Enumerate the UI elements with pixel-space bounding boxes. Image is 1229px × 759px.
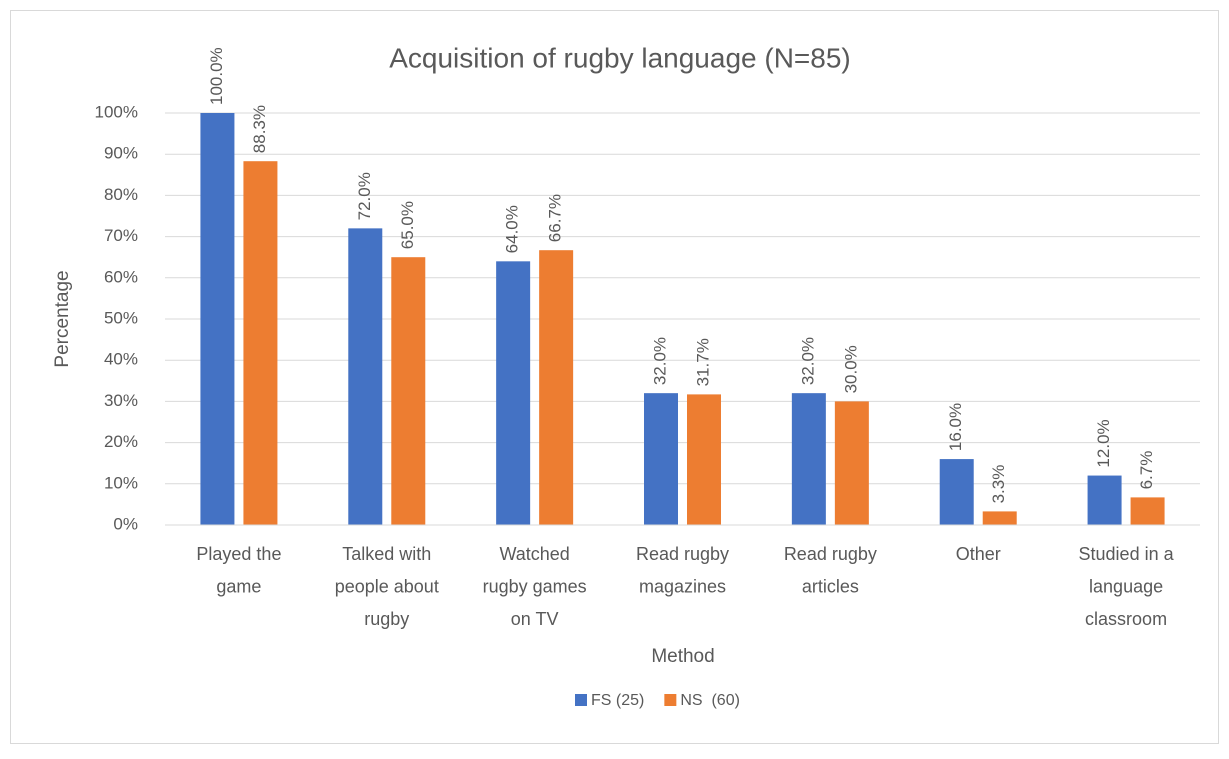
bar — [539, 250, 574, 526]
legend-swatch — [575, 694, 587, 706]
bar — [1087, 475, 1122, 525]
legend-label: NS (60) — [680, 692, 740, 709]
y-tick-label: 70% — [104, 226, 138, 245]
y-tick-label: 30% — [104, 391, 138, 410]
y-tick-label: 20% — [104, 432, 138, 451]
data-label: 88.3% — [250, 105, 269, 153]
data-label: 66.7% — [546, 194, 565, 242]
data-label: 3.3% — [989, 465, 1008, 504]
bar — [200, 113, 235, 525]
x-tick-label: Talked with people about rugby — [335, 544, 439, 629]
y-tick-label: 50% — [104, 308, 138, 327]
y-tick-label: 60% — [104, 267, 138, 286]
y-tick-label: 90% — [104, 144, 138, 163]
x-tick-label: Played the game — [196, 544, 281, 597]
bar — [348, 228, 383, 526]
bar — [644, 393, 678, 525]
bar — [1130, 497, 1165, 525]
data-label: 30.0% — [841, 345, 860, 393]
data-label: 72.0% — [355, 172, 374, 220]
bar — [791, 393, 826, 525]
x-tick-label: Read rugby magazines — [636, 544, 729, 597]
data-label: 65.0% — [398, 201, 417, 249]
legend-swatch — [664, 694, 677, 706]
data-label: 100.0% — [207, 47, 226, 105]
bar — [834, 401, 869, 525]
bar — [982, 511, 1017, 525]
y-tick-label: 0% — [113, 514, 138, 533]
data-label: 16.0% — [946, 403, 965, 451]
y-axis-title: Percentage — [52, 270, 73, 367]
data-label: 32.0% — [798, 337, 817, 385]
chart-frame — [10, 10, 1219, 744]
data-label: 6.7% — [1137, 451, 1156, 490]
data-label: 12.0% — [1094, 419, 1113, 467]
legend-label: FS (25) — [591, 692, 644, 709]
data-label: 31.7% — [693, 338, 712, 386]
y-tick-label: 10% — [104, 473, 138, 492]
x-axis-title: Method — [651, 646, 714, 667]
bar — [939, 459, 974, 525]
chart-title: Acquisition of rugby language (N=85) — [389, 42, 851, 73]
x-tick-label: Other — [956, 544, 1001, 564]
y-tick-label: 80% — [104, 185, 138, 204]
bar — [243, 161, 278, 526]
data-label: 64.0% — [503, 205, 522, 253]
x-tick-label: Studied in a language classroom — [1079, 544, 1175, 629]
y-tick-label: 40% — [104, 350, 138, 369]
y-tick-label: 100% — [95, 102, 138, 121]
bar — [687, 394, 721, 525]
x-tick-label: Watched rugby games on TV — [483, 544, 587, 629]
bar — [496, 261, 531, 525]
bar — [391, 257, 426, 525]
data-label: 32.0% — [650, 337, 669, 385]
x-tick-label: Read rugby articles — [784, 544, 877, 597]
